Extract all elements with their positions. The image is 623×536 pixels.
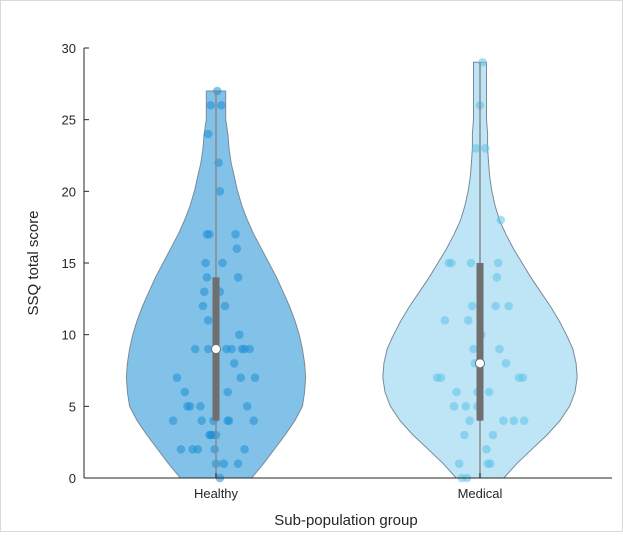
data-point — [203, 129, 213, 139]
data-point — [210, 445, 219, 454]
data-point — [203, 316, 213, 325]
data-point — [216, 101, 226, 110]
data-point — [447, 258, 456, 268]
data-point — [206, 101, 216, 110]
data-point — [452, 387, 461, 397]
data-point — [197, 416, 206, 425]
data-point — [231, 230, 240, 239]
data-point — [223, 387, 232, 397]
data-point — [227, 344, 236, 354]
data-point — [460, 430, 469, 440]
data-point — [493, 258, 503, 268]
data-point — [440, 316, 450, 325]
data-point — [464, 316, 473, 325]
data-point — [185, 402, 195, 411]
box-medical — [476, 263, 484, 421]
data-point — [233, 273, 243, 282]
data-point — [213, 86, 222, 96]
y-tick-label: 20 — [62, 184, 76, 199]
y-tick-label: 5 — [69, 399, 76, 414]
violins-layer — [125, 61, 578, 479]
data-point — [168, 416, 178, 425]
data-point — [235, 330, 244, 339]
box-layer — [211, 62, 485, 478]
data-point — [176, 445, 186, 454]
data-point — [224, 416, 234, 425]
data-point — [229, 359, 239, 368]
data-point — [242, 402, 252, 411]
y-tick-label: 25 — [62, 113, 76, 128]
y-axis-label: SSQ total score — [25, 210, 42, 315]
axes-layer: 0 5 10 15 20 25 30 Healthy Medical — [62, 41, 612, 501]
data-point — [200, 287, 209, 296]
data-point — [449, 402, 459, 411]
data-point — [232, 244, 242, 253]
data-point — [486, 459, 495, 468]
data-point — [202, 273, 212, 282]
data-point — [180, 387, 190, 397]
data-point — [205, 230, 214, 239]
data-point — [471, 144, 481, 153]
data-point — [484, 387, 494, 397]
data-point — [172, 373, 182, 382]
data-point — [233, 459, 243, 468]
data-point — [203, 344, 213, 354]
data-point — [240, 445, 249, 454]
data-point — [461, 402, 471, 411]
data-point — [196, 402, 205, 411]
data-point — [250, 373, 260, 382]
data-point — [465, 416, 474, 425]
data-point — [249, 416, 258, 425]
data-point — [496, 215, 506, 225]
data-point — [499, 416, 508, 425]
data-point — [219, 459, 229, 468]
data-point — [469, 344, 478, 354]
y-tick-label: 30 — [62, 41, 76, 56]
median-medical — [475, 358, 485, 369]
data-point — [218, 258, 227, 268]
data-point — [201, 258, 210, 268]
data-point — [190, 344, 200, 354]
data-point — [488, 430, 498, 440]
data-point — [491, 301, 500, 311]
x-axis-label: Sub-population group — [274, 512, 417, 529]
data-point — [245, 344, 255, 354]
data-point — [501, 359, 511, 368]
data-point — [220, 301, 230, 311]
y-tick-label: 0 — [69, 471, 76, 486]
data-point — [193, 445, 203, 454]
y-tick-label: 15 — [62, 256, 76, 271]
data-point — [504, 301, 513, 311]
data-point — [509, 416, 519, 425]
median-healthy — [211, 344, 221, 354]
x-tick-label: Medical — [458, 486, 503, 501]
x-tick-label: Healthy — [194, 486, 239, 501]
data-point — [198, 301, 208, 311]
data-point — [436, 373, 446, 382]
y-tick-label: 10 — [62, 328, 76, 343]
data-point — [215, 187, 225, 196]
data-point — [454, 459, 464, 468]
data-point — [492, 273, 502, 282]
data-point — [518, 373, 528, 382]
data-point — [495, 344, 504, 354]
data-point — [467, 301, 477, 311]
data-point — [480, 144, 490, 153]
data-point — [236, 373, 245, 382]
data-point — [519, 416, 529, 425]
data-point — [482, 445, 491, 454]
data-point — [466, 258, 476, 268]
